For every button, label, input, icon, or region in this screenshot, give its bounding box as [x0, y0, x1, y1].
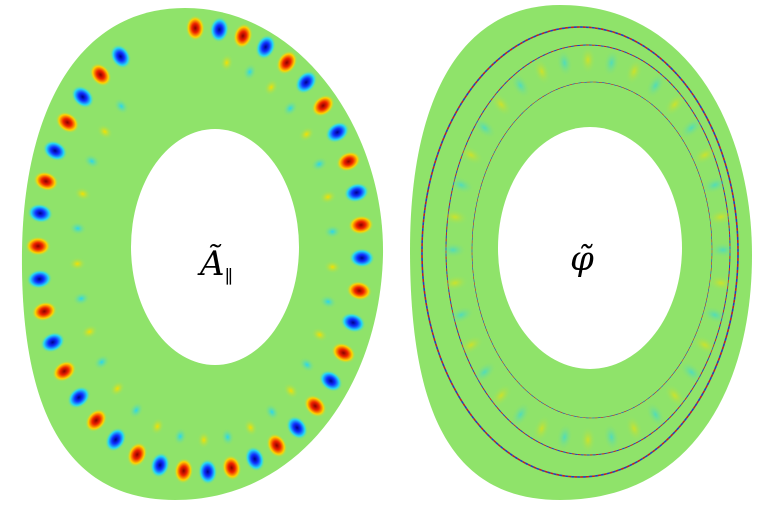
mode-blob [580, 426, 596, 454]
mode-blob [709, 242, 737, 258]
mode-blob [580, 46, 596, 74]
figure: Ã∥ φ̃ [0, 0, 774, 505]
label-main: Ã [197, 244, 225, 284]
right-label: φ̃ [570, 239, 594, 279]
label-sub: ∥ [225, 267, 233, 288]
mode-blob [439, 242, 467, 258]
page: {"panels": [{"label": {"main": "Ã", "sub… [0, 0, 774, 505]
